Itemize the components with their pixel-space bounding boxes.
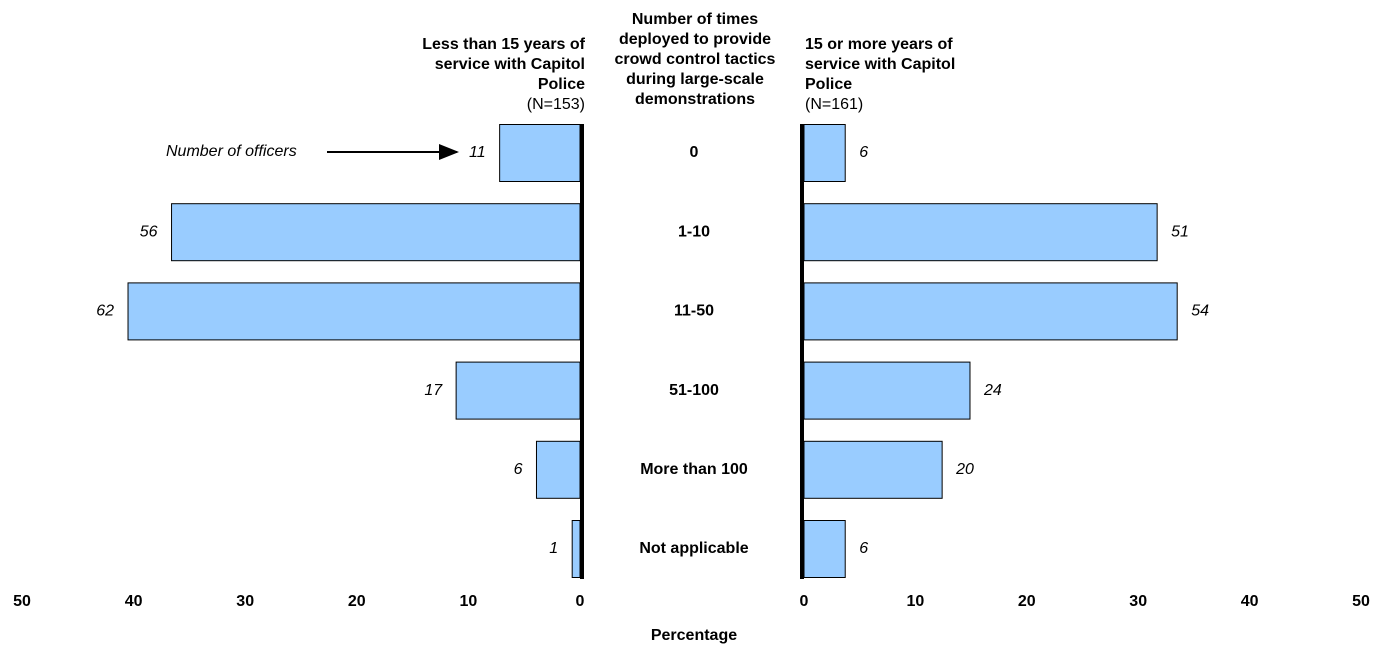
category-label: 1-10 (678, 223, 710, 240)
x-tick-label: 50 (1352, 593, 1370, 610)
category-label: 51-100 (669, 382, 719, 399)
category-label: More than 100 (640, 461, 748, 478)
x-tick-label: 0 (576, 593, 585, 610)
left-series-name: Less than 15 years of service with Capit… (422, 36, 585, 93)
x-tick-label: 40 (1241, 593, 1259, 610)
annotation: Number of officers (166, 143, 297, 160)
bar (803, 520, 846, 578)
count-label: 24 (983, 382, 1002, 399)
right-series-name: 15 or more years of service with Capitol… (805, 36, 956, 93)
bar (455, 361, 581, 420)
x-tick-label: 10 (907, 593, 925, 610)
x-tick-label: 30 (236, 593, 254, 610)
count-label: 54 (1191, 303, 1209, 320)
axis-line (800, 124, 804, 579)
x-tick-label: 20 (348, 593, 366, 610)
x-tick-label: 0 (800, 593, 809, 610)
count-label: 1 (549, 540, 558, 557)
center-title: Number of times deployed to provide crow… (614, 11, 776, 108)
right-n-label: (N=161) (805, 96, 864, 113)
category-label: Not applicable (639, 540, 748, 557)
x-tick-label: 40 (125, 593, 143, 610)
x-tick-label: 30 (1129, 593, 1147, 610)
axis-line (580, 124, 584, 579)
bar (803, 203, 1158, 262)
bar (499, 124, 581, 182)
bar (127, 282, 581, 341)
bar (171, 203, 581, 262)
bar (571, 520, 581, 578)
x-tick-label: 10 (460, 593, 478, 610)
count-label: 11 (469, 144, 486, 161)
count-label: 62 (96, 303, 114, 320)
x-tick-label: 20 (1018, 593, 1036, 610)
bar (803, 124, 846, 182)
count-label: 17 (424, 382, 443, 399)
category-label: 0 (690, 144, 699, 161)
category-label: 11-50 (674, 303, 714, 320)
count-label: 56 (140, 223, 158, 240)
bar (803, 440, 943, 499)
bar (535, 440, 581, 499)
bar (803, 282, 1178, 341)
x-tick-label: 50 (13, 593, 31, 610)
x-axis-label: Percentage (651, 627, 737, 644)
count-label: 6 (859, 144, 868, 161)
bar (803, 361, 971, 420)
count-label: 51 (1171, 223, 1189, 240)
left-n-label: (N=153) (526, 96, 585, 113)
count-label: 20 (955, 461, 974, 478)
count-label: 6 (859, 540, 868, 557)
count-label: 6 (514, 461, 523, 478)
